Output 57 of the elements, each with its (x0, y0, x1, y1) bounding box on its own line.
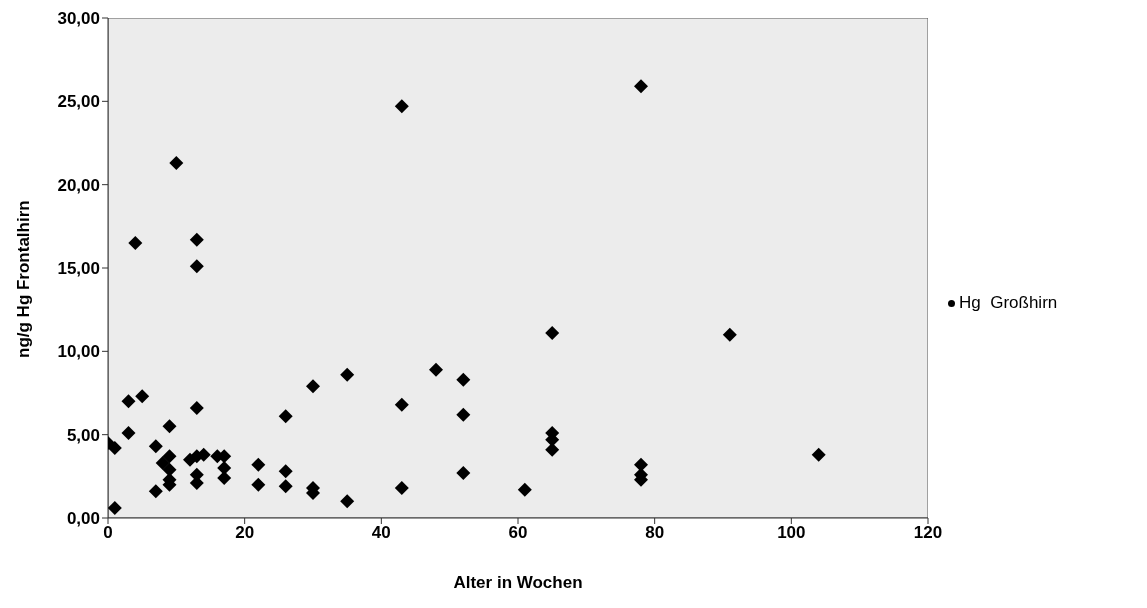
point (545, 442, 560, 457)
x-tick-label: 0 (103, 523, 113, 543)
x-tick-label: 80 (645, 523, 665, 543)
point (108, 441, 122, 455)
y-axis-title: ng/g Hg Frontalhirn (14, 200, 34, 358)
point (148, 439, 163, 454)
point (251, 477, 266, 492)
point (429, 362, 443, 377)
point (394, 397, 409, 412)
point (189, 401, 204, 415)
point (135, 389, 150, 404)
point (155, 456, 170, 470)
x-tick-label: 20 (235, 523, 255, 543)
point (722, 327, 737, 342)
point (251, 457, 266, 472)
point (340, 367, 355, 382)
y-tick-label: 10,00 (57, 342, 100, 362)
point (148, 484, 163, 499)
y-tick-label: 20,00 (57, 175, 100, 195)
point (189, 232, 204, 247)
point (456, 407, 471, 422)
point (217, 471, 232, 485)
point (811, 447, 826, 462)
point (108, 501, 122, 515)
point (121, 426, 136, 440)
point (340, 494, 355, 509)
point (394, 481, 409, 495)
y-tick-label: 30,00 (57, 9, 100, 29)
point (278, 409, 293, 424)
x-tick-label: 40 (371, 523, 391, 543)
point (545, 326, 560, 340)
point (217, 461, 232, 475)
x-tick-label: 60 (508, 523, 528, 543)
point (162, 449, 177, 464)
x-tick-label: 120 (913, 523, 943, 543)
point (394, 99, 409, 114)
point (278, 464, 293, 479)
point (162, 419, 177, 434)
point (306, 379, 320, 394)
point (456, 466, 471, 480)
x-axis-title: Alter in Wochen (453, 573, 583, 592)
point (169, 156, 184, 170)
point (517, 482, 532, 497)
point (189, 259, 204, 274)
point (128, 236, 143, 250)
point (278, 479, 293, 494)
y-tick-label: 25,00 (57, 92, 100, 112)
point (121, 394, 136, 409)
point (634, 79, 648, 94)
point (189, 476, 204, 490)
y-tick-label: 0,00 (66, 509, 100, 529)
y-tick-label: 5,00 (66, 425, 100, 445)
point (456, 372, 471, 387)
point (162, 462, 177, 477)
y-tick-label: 15,00 (57, 259, 100, 279)
x-tick-label: 100 (777, 523, 806, 543)
legend-label: Hg Großhirn (959, 293, 1058, 312)
